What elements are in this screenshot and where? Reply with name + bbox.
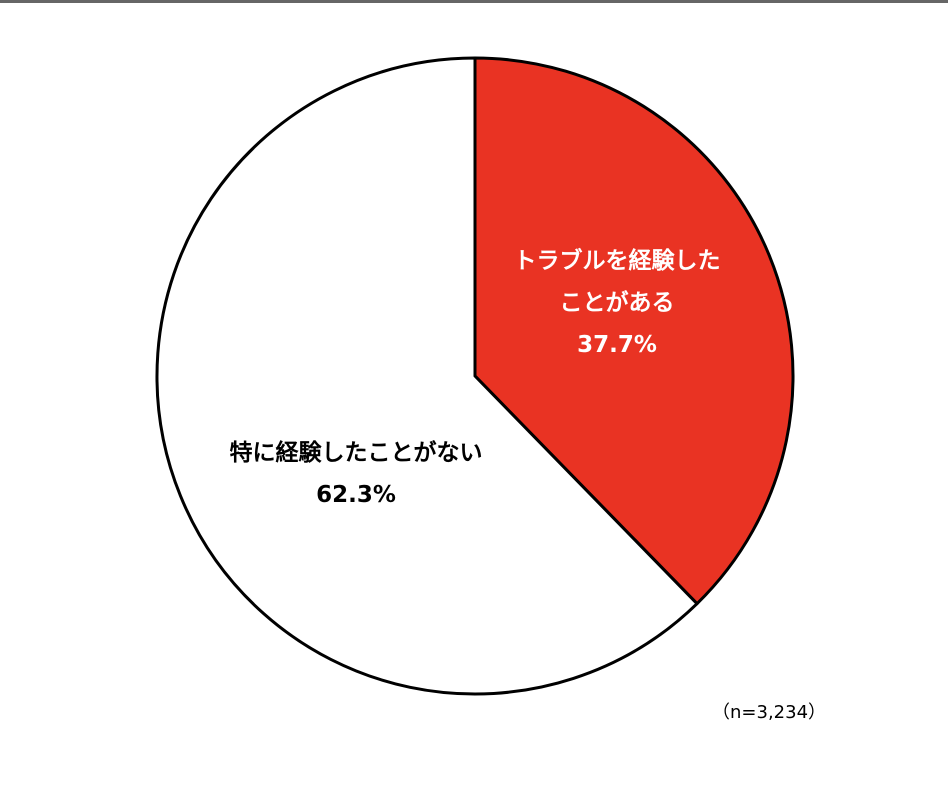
pie-slice-1-label-line-0: 特に経験したことがない xyxy=(230,439,483,466)
pie-slice-1-value-label: 62.3% xyxy=(316,482,396,508)
pie-slice-0-label-line-0: トラブルを経験した xyxy=(514,247,721,274)
pie-slice-0-label-line-1: ことがある xyxy=(560,289,675,316)
top-divider xyxy=(0,0,948,3)
pie-slice-1 xyxy=(155,56,699,696)
sample-size-note: （n=3,234） xyxy=(712,702,827,723)
pie-slice-0-value-label: 37.7% xyxy=(577,332,657,358)
pie-slice-0 xyxy=(473,56,795,606)
